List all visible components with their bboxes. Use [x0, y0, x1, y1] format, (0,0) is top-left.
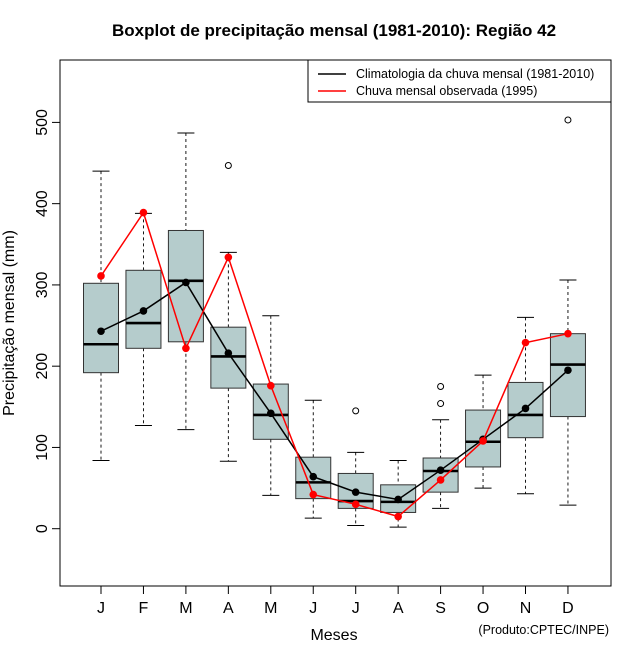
legend-label-climatology: Climatologia da chuva mensal (1981-2010) — [356, 67, 594, 81]
box-9 — [465, 374, 502, 489]
series-point — [224, 253, 233, 262]
chart-title: Boxplot de precipitação mensal (1981-201… — [112, 21, 556, 40]
y-tick-label: 400 — [34, 190, 51, 217]
series-group — [97, 208, 572, 521]
y-axis-label: Precipitação mensal (mm) — [1, 230, 18, 416]
series-point — [267, 409, 275, 418]
x-tick-label: N — [520, 600, 532, 617]
series-point — [309, 490, 318, 499]
x-axis-label: Meses — [310, 627, 357, 644]
series-point — [564, 329, 572, 338]
series-point — [351, 488, 360, 496]
box-4 — [252, 315, 289, 496]
y-axis: 0 100 200 300 400 500 — [34, 109, 61, 533]
series-point — [521, 338, 530, 347]
y-tick-label: 100 — [34, 434, 51, 461]
series-line — [100, 210, 569, 518]
x-tick-label: J — [97, 600, 105, 617]
series-point — [521, 404, 530, 413]
legend: Climatologia da chuva mensal (1981-2010)… — [307, 59, 612, 103]
x-tick-label: O — [477, 600, 489, 617]
series-point — [564, 366, 572, 375]
outlier-point — [437, 400, 445, 408]
series-point — [182, 278, 190, 287]
box-iqr — [465, 409, 502, 468]
series-1 — [97, 208, 572, 521]
series-point — [436, 466, 445, 474]
series-point — [394, 495, 402, 504]
box-iqr — [422, 457, 459, 493]
box-3 — [210, 161, 247, 462]
x-tick-label: J — [352, 600, 360, 617]
legend-box — [307, 59, 612, 103]
y-tick-label: 300 — [34, 271, 51, 298]
series-point — [97, 272, 105, 280]
y-tick-label: 500 — [34, 109, 51, 136]
boxes-group — [83, 116, 586, 528]
x-tick-label: S — [435, 600, 446, 617]
series-point — [139, 307, 148, 315]
box-11 — [549, 116, 586, 506]
y-tick-label: 0 — [34, 524, 51, 533]
series-point — [351, 500, 360, 509]
x-tick-label: J — [309, 600, 317, 617]
series-point — [97, 327, 105, 336]
box-iqr — [549, 333, 586, 418]
outlier-point — [437, 382, 445, 390]
x-tick-label: A — [223, 600, 234, 617]
series-point — [436, 476, 445, 484]
legend-label-observed: Chuva mensal observada (1995) — [356, 84, 537, 98]
series-point — [309, 472, 318, 481]
box-8 — [422, 382, 459, 509]
series-point — [224, 349, 233, 357]
series-line — [100, 281, 569, 501]
x-tick-label: A — [393, 600, 404, 617]
outlier-point — [224, 161, 232, 169]
series-point — [394, 512, 402, 521]
y-tick-label: 200 — [34, 353, 51, 380]
x-tick-label: M — [264, 600, 277, 617]
series-point — [267, 381, 275, 390]
x-tick-label: M — [179, 600, 192, 617]
x-tick-label: D — [562, 600, 574, 617]
series-point — [479, 437, 487, 445]
box-0 — [83, 170, 119, 461]
credit-text: (Produto:CPTEC/INPE) — [478, 623, 609, 637]
series-point — [182, 344, 190, 353]
series-point — [139, 208, 148, 217]
outlier-point — [352, 407, 360, 415]
box-1 — [125, 212, 162, 426]
outlier-point — [564, 116, 572, 124]
x-tick-label: F — [139, 600, 149, 617]
